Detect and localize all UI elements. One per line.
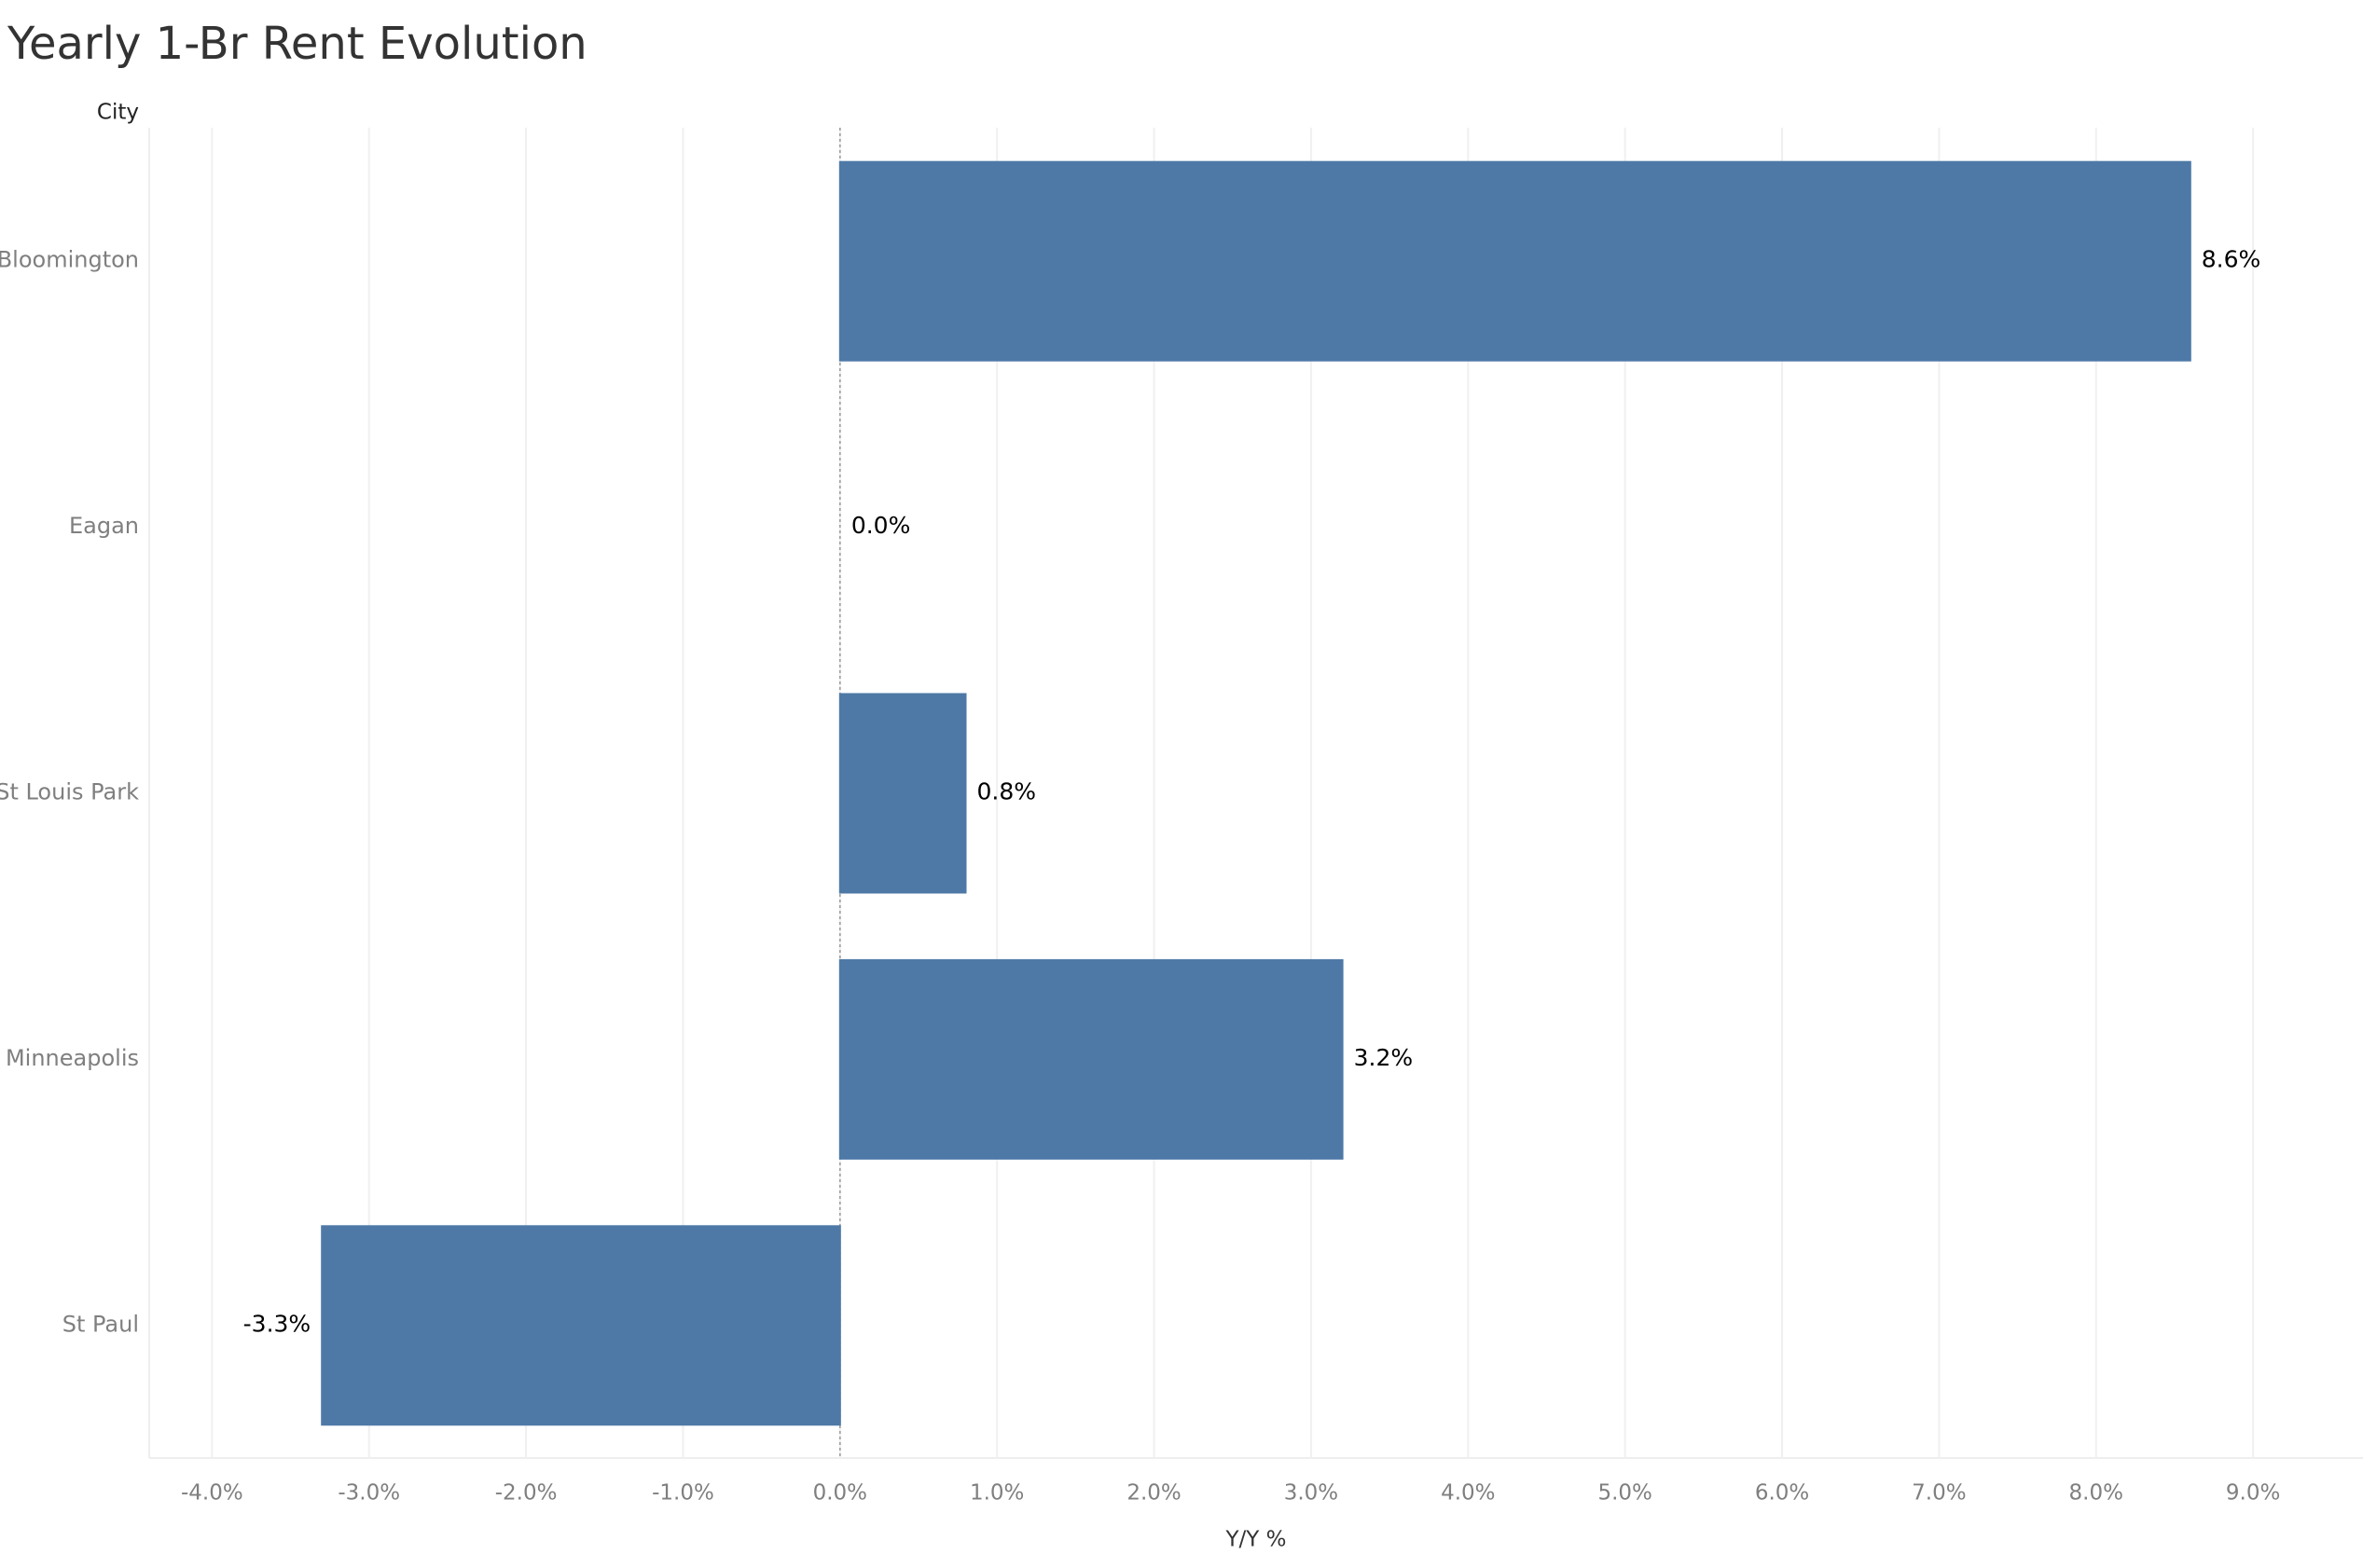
x-tick-label: 8.0%: [2069, 1481, 2123, 1506]
x-tick-label: -2.0%: [495, 1481, 558, 1506]
x-tick-label: 1.0%: [970, 1481, 1024, 1506]
y-tick-label: Eagan: [69, 513, 139, 539]
value-label: 0.0%: [851, 512, 911, 539]
x-tick-label: -4.0%: [181, 1481, 243, 1506]
y-tick-label: St Louis Park: [0, 779, 139, 805]
x-axis-title: Y/Y %: [1224, 1528, 1286, 1552]
bar: [838, 160, 2191, 362]
bar: [838, 958, 1344, 1160]
value-label: 8.6%: [2202, 246, 2261, 273]
value-label: 3.2%: [1354, 1044, 1414, 1071]
x-tick-label: -1.0%: [652, 1481, 714, 1506]
x-tick-label: 5.0%: [1597, 1481, 1651, 1506]
y-tick-label: Minneapolis: [6, 1045, 139, 1071]
x-tick-label: 2.0%: [1126, 1481, 1181, 1506]
x-tick-label: -3.0%: [338, 1481, 400, 1506]
x-tick-label: 3.0%: [1284, 1481, 1338, 1506]
bar: [838, 693, 967, 894]
bar: [321, 1225, 841, 1426]
y-axis-title: City: [97, 101, 139, 125]
value-label: -3.3%: [243, 1310, 311, 1337]
y-tick-label: Bloomington: [0, 247, 139, 273]
chart-title: Yearly 1-Br Rent Evolution: [7, 18, 587, 70]
value-label: 0.8%: [977, 778, 1037, 805]
x-tick-label: 7.0%: [1912, 1481, 1966, 1506]
x-tick-label: 9.0%: [2226, 1481, 2280, 1506]
x-tick-label: 6.0%: [1755, 1481, 1809, 1506]
y-tick-label: St Paul: [62, 1311, 139, 1337]
x-tick-label: 4.0%: [1441, 1481, 1495, 1506]
x-tick-label: 0.0%: [813, 1481, 867, 1506]
